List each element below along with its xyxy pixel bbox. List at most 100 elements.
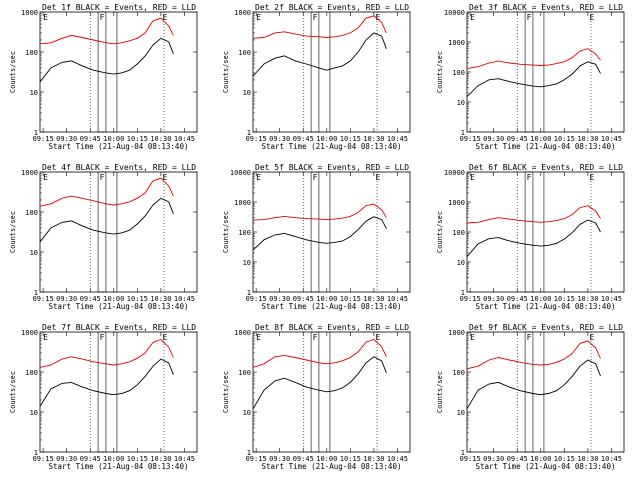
y-tick-label: 1000 xyxy=(234,329,251,337)
x-tick-label: 10:30 xyxy=(577,135,598,143)
interval-marker-label: E xyxy=(589,333,594,342)
y-tick-label: 100 xyxy=(452,369,465,377)
y-tick-label: 10 xyxy=(30,409,38,417)
x-tick-label: 09:45 xyxy=(507,295,528,303)
y-tick-label: 1000 xyxy=(21,169,38,177)
series-line xyxy=(39,197,174,243)
x-tick-label: 09:45 xyxy=(293,135,314,143)
chart-title: Det 7f BLACK = Events, RED = LLD xyxy=(42,323,196,332)
chart-title: Det 9f BLACK = Events, RED = LLD xyxy=(469,323,623,332)
y-tick-label: 1000 xyxy=(448,199,465,207)
y-axis-label: Counts/sec xyxy=(9,51,17,93)
y-tick-label: 1 xyxy=(461,129,465,137)
series-line xyxy=(39,177,174,207)
interval-marker-label: F xyxy=(313,173,318,182)
x-tick-label: 09:45 xyxy=(293,295,314,303)
x-axis-label: Start Time (21-Aug-04 08:13:40) xyxy=(476,302,616,311)
x-tick-label: 10:00 xyxy=(103,455,124,463)
chart-title: Det 6f BLACK = Events, RED = LLD xyxy=(469,163,623,172)
interval-marker-label: F xyxy=(527,333,532,342)
attenuator-box xyxy=(524,171,534,293)
x-tick-label: 10:45 xyxy=(174,455,195,463)
x-tick-label: 09:30 xyxy=(483,135,504,143)
x-tick-label: 10:15 xyxy=(340,455,361,463)
x-tick-label: 09:30 xyxy=(56,135,77,143)
series-line xyxy=(39,358,174,407)
x-tick-label: 10:30 xyxy=(363,135,384,143)
chart-panel-6: Det 6f BLACK = Events, RED = LLD 1 10 100 10… xyxy=(436,163,625,311)
x-tick-label: 10:45 xyxy=(601,455,622,463)
x-tick-label: 09:45 xyxy=(507,455,528,463)
x-axis-label: Start Time (21-Aug-04 08:13:40) xyxy=(262,142,402,151)
x-tick-label: 09:30 xyxy=(483,295,504,303)
x-tick-label: 09:15 xyxy=(33,295,54,303)
x-tick-label: 10:45 xyxy=(387,135,408,143)
x-tick-label: 10:00 xyxy=(316,135,337,143)
y-tick-label: 100 xyxy=(25,49,38,57)
chart-title: Det 5f BLACK = Events, RED = LLD xyxy=(255,163,409,172)
series-line xyxy=(466,205,601,224)
y-axis-label: Counts/sec xyxy=(9,371,17,413)
series-line xyxy=(39,37,174,83)
interval-marker-label: F xyxy=(527,173,532,182)
y-tick-label: 1000 xyxy=(21,329,38,337)
series-line xyxy=(252,338,387,368)
x-tick-label: 10:30 xyxy=(363,455,384,463)
x-tick-label: 10:30 xyxy=(577,295,598,303)
interval-marker-label: F xyxy=(100,13,105,22)
interval-marker-label: E xyxy=(256,13,261,22)
series-line xyxy=(252,216,387,251)
y-tick-label: 1000 xyxy=(448,39,465,47)
chart-panel-1: Det 1f BLACK = Events, RED = LLD 1 10 100 10… xyxy=(9,3,198,151)
y-axis-label: Counts/sec xyxy=(222,371,230,413)
x-tick-label: 10:15 xyxy=(127,295,148,303)
plot-frame xyxy=(252,171,411,293)
attenuator-box xyxy=(524,11,534,133)
x-tick-label: 09:15 xyxy=(460,135,481,143)
x-tick-label: 10:00 xyxy=(530,295,551,303)
y-tick-label: 1 xyxy=(247,449,251,457)
chart-panel-5: Det 5f BLACK = Events, RED = LLD 1 10 100 10… xyxy=(222,163,411,311)
x-tick-label: 10:00 xyxy=(316,295,337,303)
interval-marker-label: E xyxy=(375,173,380,182)
y-axis-label: Counts/sec xyxy=(222,51,230,93)
interval-marker-label: E xyxy=(470,173,475,182)
chart-title: Det 2f BLACK = Events, RED = LLD xyxy=(255,3,409,12)
chart-title: Det 8f BLACK = Events, RED = LLD xyxy=(255,323,409,332)
y-axis-label: Counts/sec xyxy=(9,211,17,253)
y-tick-label: 100 xyxy=(452,229,465,237)
y-tick-label: 10000 xyxy=(444,9,465,17)
x-tick-label: 10:00 xyxy=(530,455,551,463)
y-tick-label: 1 xyxy=(247,289,251,297)
x-tick-label: 10:15 xyxy=(127,455,148,463)
y-tick-label: 1000 xyxy=(448,329,465,337)
x-tick-label: 10:45 xyxy=(601,295,622,303)
interval-marker-label: E xyxy=(256,333,261,342)
plot-frame xyxy=(39,331,198,453)
series-line xyxy=(466,219,601,257)
x-tick-label: 09:30 xyxy=(56,295,77,303)
chart-panel-8: Det 8f BLACK = Events, RED = LLD 1 10 100 10… xyxy=(222,323,411,471)
y-axis-label: Counts/sec xyxy=(436,51,444,93)
x-tick-label: 10:15 xyxy=(554,135,575,143)
y-axis-label: Counts/sec xyxy=(436,371,444,413)
x-axis-label: Start Time (21-Aug-04 08:13:40) xyxy=(49,142,189,151)
interval-marker-label: F xyxy=(100,333,105,342)
x-tick-label: 09:45 xyxy=(80,135,101,143)
interval-marker-label: F xyxy=(313,13,318,22)
plot-frame xyxy=(252,11,411,133)
x-tick-label: 10:30 xyxy=(577,455,598,463)
y-tick-label: 1 xyxy=(34,289,38,297)
x-axis-label: Start Time (21-Aug-04 08:13:40) xyxy=(262,302,402,311)
attenuator-box xyxy=(310,11,320,133)
y-tick-label: 100 xyxy=(238,49,251,57)
attenuator-box xyxy=(97,171,107,293)
y-tick-label: 1 xyxy=(461,289,465,297)
plot-frame xyxy=(252,331,411,453)
series-line xyxy=(252,203,387,221)
x-tick-label: 09:30 xyxy=(483,455,504,463)
x-tick-label: 10:30 xyxy=(363,295,384,303)
series-line xyxy=(252,32,387,77)
x-tick-label: 09:45 xyxy=(293,455,314,463)
